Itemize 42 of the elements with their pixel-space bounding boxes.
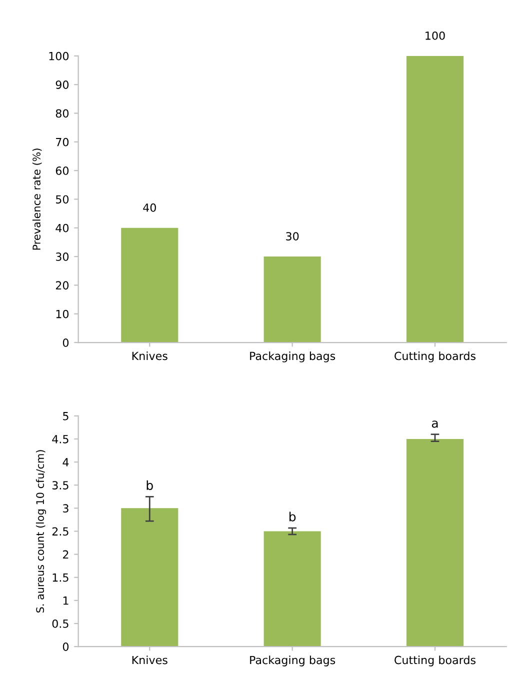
annotation: b [146,480,153,490]
y-tick-label: 3 [63,504,68,513]
y-tick-label: 40 [56,224,69,232]
y-tick-label: 30 [56,252,69,261]
annotation: b [289,512,296,522]
y-tick-label: 80 [56,109,69,118]
y-tick-label: 50 [56,195,69,204]
x-tick-label: Packaging bags [250,352,336,362]
y-tick-label: 3.5 [52,481,68,490]
y-tick-label: 10 [56,310,69,318]
annotation: a [432,420,438,428]
x-tick-label: Knives [132,352,168,360]
y-tick-label: 1.5 [52,573,68,582]
x-tick-label: Packaging bags [250,656,336,666]
y-tick-label: 90 [56,80,69,89]
y-tick-label: 0 [62,642,69,651]
data-label: 100 [426,31,445,40]
y-tick-label: 0 [62,338,69,347]
y-tick-label: 100 [49,52,69,60]
bar [406,438,464,647]
x-tick-label: Knives [132,656,168,664]
y-tick-label: 1 [63,596,68,605]
y-tick-label: 4 [62,458,69,466]
x-tick-label: Cutting boards [394,656,476,666]
bar [121,508,178,647]
bar [264,531,321,647]
y-tick-label: 60 [56,166,69,175]
bar [406,56,464,343]
y-tick-label: 20 [56,281,69,290]
y-tick-label: 2.5 [52,527,68,536]
y-tick-label: 2 [63,550,68,559]
data-label: 40 [143,203,156,212]
bar [264,256,321,343]
y-tick-label: 0.5 [52,619,68,628]
data-label: 30 [286,232,299,240]
y-tick-label: 4.5 [52,435,68,444]
x-tick-label: Cutting boards [394,352,476,362]
bar [121,228,178,343]
y-axis-title: S. aureus count (log 10 cfu/cm) [36,450,46,613]
y-axis-title: Prevalence rate (%) [32,148,42,250]
y-tick-label: 70 [56,138,69,146]
y-tick-label: 5 [63,412,68,420]
